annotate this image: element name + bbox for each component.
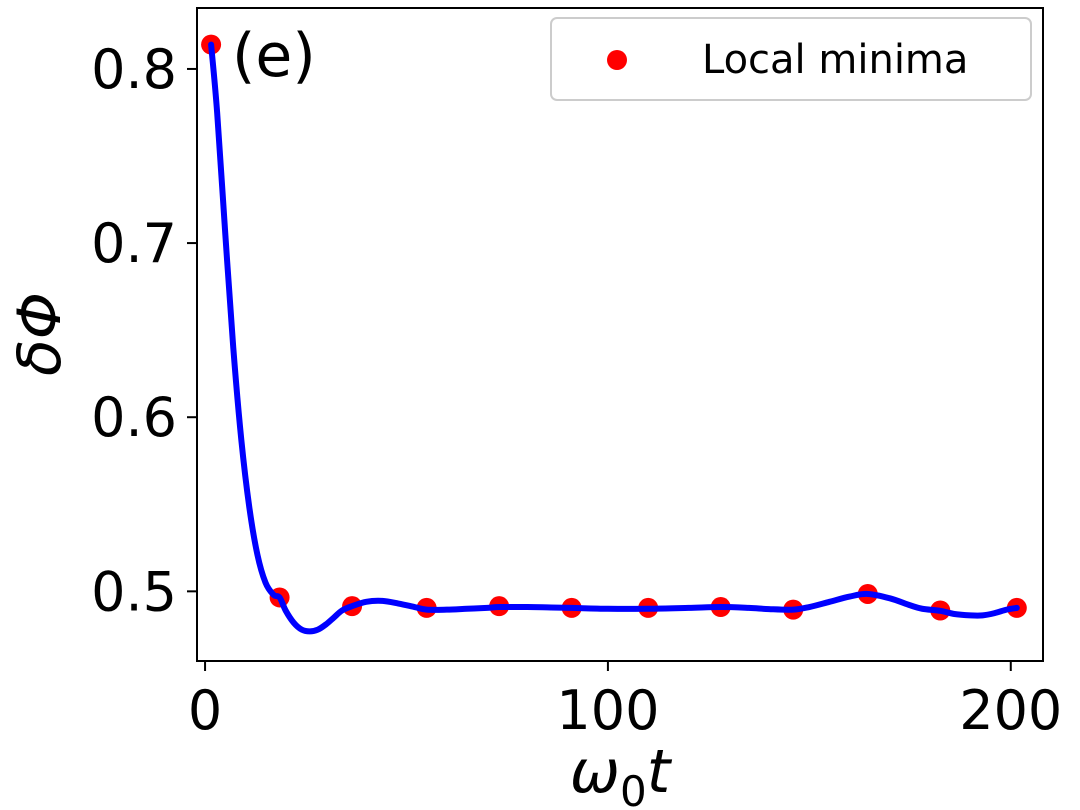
plot-area bbox=[201, 34, 1027, 635]
x-tick-label: 200 bbox=[959, 679, 1062, 742]
x-tick-label: 100 bbox=[556, 679, 659, 742]
y-tick-label: 0.6 bbox=[91, 386, 177, 449]
y-axis-label: δΦ bbox=[5, 292, 75, 376]
legend-label: Local minima bbox=[702, 37, 968, 83]
legend: Local minima bbox=[550, 17, 1032, 101]
panel-label: (e) bbox=[232, 21, 316, 91]
y-tick-label: 0.7 bbox=[91, 212, 177, 275]
x-tick-label: 0 bbox=[188, 679, 222, 742]
local-minima-markers bbox=[201, 34, 1027, 621]
x-axis-label: ω0t bbox=[570, 737, 673, 810]
delta-phi-curve bbox=[208, 41, 1020, 635]
legend-box bbox=[550, 17, 1032, 101]
y-tick-label: 0.5 bbox=[91, 560, 177, 623]
legend-marker bbox=[607, 50, 627, 70]
y-tick-label: 0.8 bbox=[91, 38, 177, 101]
plot-frame bbox=[196, 7, 1044, 662]
axis-ticks: 0 100 200 0.5 0.6 0.7 0.8 bbox=[91, 38, 1062, 742]
